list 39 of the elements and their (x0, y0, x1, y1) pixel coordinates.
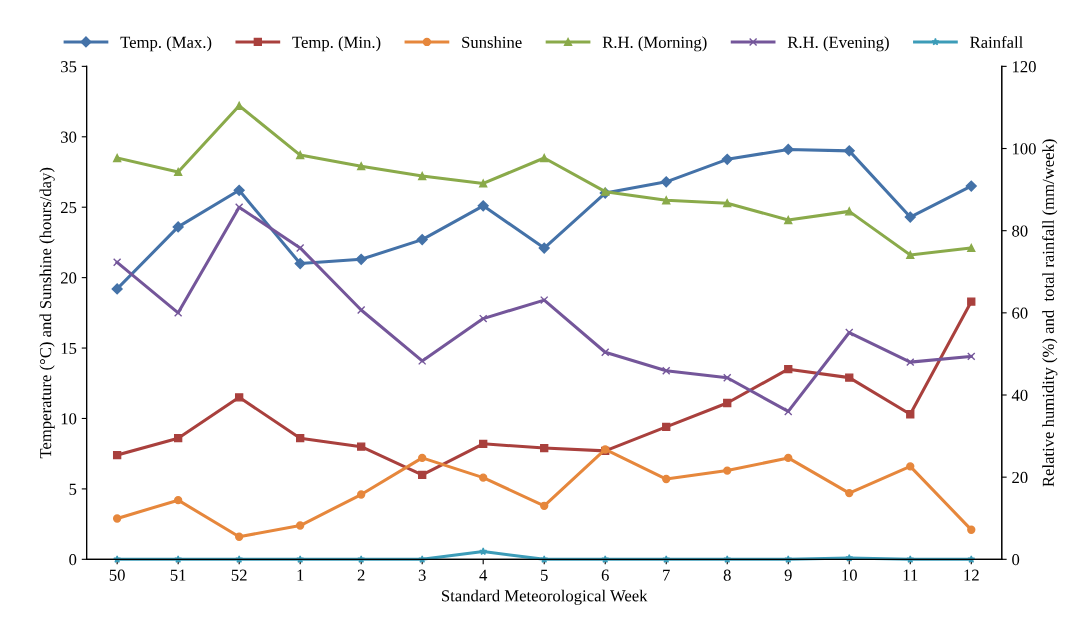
y2-tick-label: 40 (1011, 389, 1028, 401)
legend-label: Temp. (Max.) (120, 36, 212, 52)
x-tick-label: 1 (297, 569, 304, 581)
y2-axis-title: Relative humidity (%) and total rainfall (mm/week) (1042, 139, 1058, 487)
y-axis-title: Temperature (°C) and Sunshine (hours/day) (39, 167, 55, 459)
y-tick-label: 0 (69, 554, 77, 566)
x-tick-label: 4 (479, 569, 488, 581)
y-tick-label: 10 (61, 413, 77, 425)
y2-tick-label: 0 (1012, 554, 1020, 566)
y-tick-label: 35 (61, 61, 77, 73)
y-tick-label: 30 (61, 131, 77, 143)
x-tick-label: 8 (723, 569, 731, 581)
y-tick-label: 25 (60, 201, 77, 214)
y2-tick-label: 100 (1012, 143, 1036, 155)
x-axis-title: Standard Meteorological Week (442, 589, 648, 605)
x-tick-label: 3 (418, 569, 426, 581)
legend-label: Sunshine (462, 36, 522, 48)
y2-tick-label: 80 (1012, 225, 1028, 237)
x-tick-label: 52 (231, 569, 247, 581)
y-tick-label: 15 (61, 342, 77, 354)
x-tick-label: 51 (170, 569, 186, 581)
legend-label: R.H. (Morning) (602, 36, 707, 52)
y2-tick-label: 60 (1012, 307, 1028, 319)
x-tick-label: 6 (601, 569, 609, 581)
x-tick-label: 11 (903, 569, 918, 581)
y-tick-label: 5 (69, 483, 77, 495)
legend-label: R.H. (Evening) (787, 36, 889, 52)
x-tick-label: 10 (842, 569, 857, 581)
x-tick-label: 9 (784, 569, 792, 581)
y-tick-label: 20 (60, 272, 77, 284)
legend-label: Rainfall (970, 36, 1023, 48)
x-tick-label: 5 (541, 569, 548, 581)
y2-tick-label: 120 (1012, 61, 1036, 73)
x-tick-label: 2 (357, 569, 365, 581)
x-tick-label: 50 (109, 569, 125, 581)
x-tick-label: 7 (663, 569, 670, 581)
y2-tick-label: 20 (1012, 471, 1028, 484)
x-tick-label: 12 (964, 569, 979, 581)
legend-label: Temp. (Min.) (292, 36, 381, 52)
